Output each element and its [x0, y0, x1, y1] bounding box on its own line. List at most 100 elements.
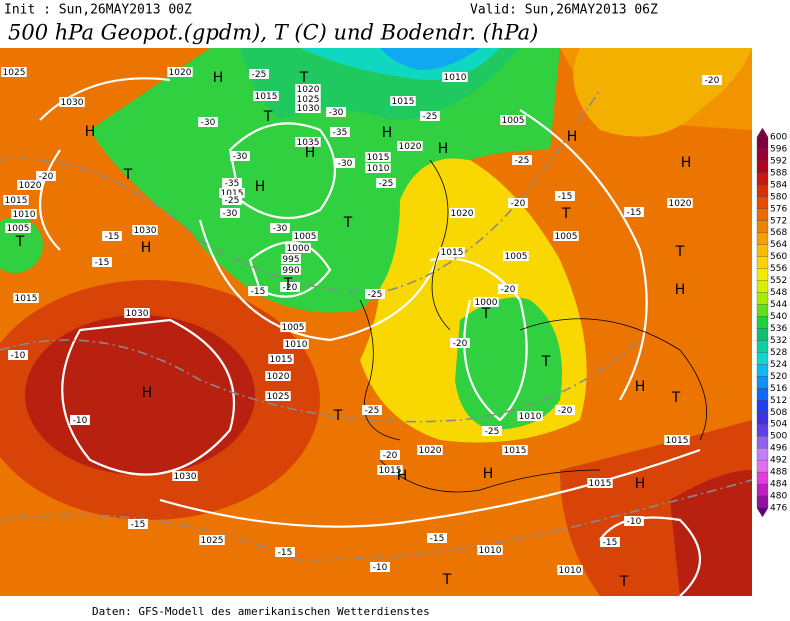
isobar-label: 1010	[519, 412, 542, 422]
pressure-system: T	[561, 206, 571, 222]
colorbar-swatch	[756, 136, 769, 150]
isobar-label-box	[13, 293, 39, 303]
isobar-label: 1025	[297, 95, 320, 105]
isobar-label-box	[253, 91, 279, 101]
isobar-label: 1015	[367, 153, 390, 163]
isobar-label-box	[3, 195, 29, 205]
colorbar-label: 500	[770, 432, 787, 442]
temperature-label: -10	[373, 563, 388, 573]
temperature-label-box	[102, 231, 122, 241]
colorbar-top-arrow	[756, 127, 769, 138]
temperature-label: -15	[430, 534, 445, 544]
pressure-system: T	[283, 276, 293, 292]
isobar-label: 1010	[285, 340, 308, 350]
isobar-label-box	[377, 465, 403, 475]
temperature-label: -15	[251, 287, 266, 297]
isobar-label: 1015	[589, 479, 612, 489]
temperature-label: -20	[501, 285, 516, 295]
colorbar-label: 492	[770, 456, 787, 466]
pressure-system: H	[85, 124, 96, 140]
colorbar-label: 564	[770, 240, 787, 250]
isobar-label: 1015	[379, 466, 402, 476]
pressure-system: H	[438, 141, 449, 157]
colorbar-label: 516	[770, 384, 787, 394]
colorbar-swatch	[756, 352, 769, 365]
isobar-label-box	[417, 445, 443, 455]
isobar-label: 1030	[126, 309, 149, 319]
pressure-system: T	[442, 572, 452, 588]
isobar-label: 1025	[267, 392, 290, 402]
isobar-label: 995	[282, 255, 299, 265]
temperature-label: -15	[627, 208, 642, 218]
isobar-label: 990	[282, 266, 299, 276]
pressure-system: H	[141, 240, 152, 256]
isobar-label: 1005	[555, 232, 578, 242]
colorbar-swatch	[756, 208, 769, 221]
pressure-system: T	[481, 306, 491, 322]
temperature-label-box	[508, 198, 528, 208]
colorbar-swatch	[756, 292, 769, 305]
isobar-label-box	[439, 247, 465, 257]
colorbar-swatch	[756, 436, 769, 449]
temperature-label: -15	[131, 520, 146, 530]
colorbar-label: 580	[770, 192, 787, 202]
temperature-label: -20	[383, 451, 398, 461]
temperature-label: -15	[95, 258, 110, 268]
isobar-label-box	[503, 251, 529, 261]
isobar-label-box	[473, 297, 499, 307]
temperature-label: -20	[283, 283, 298, 293]
isobar-label: 1015	[392, 97, 415, 107]
isobar-label-box	[199, 535, 225, 545]
colorbar-swatch	[756, 376, 769, 389]
isobar-label-box	[664, 435, 690, 445]
colorbar-label: 504	[770, 420, 787, 430]
colorbar-swatch	[756, 388, 769, 401]
pressure-system: H	[382, 125, 393, 141]
temperature-label-box	[248, 286, 268, 296]
temperature-label: -15	[105, 232, 120, 242]
colorbar-label: 552	[770, 276, 787, 286]
isobar-label-box	[265, 371, 291, 381]
colorbar-swatch	[756, 196, 769, 209]
isobar-label: 1015	[666, 436, 689, 446]
temperature-label-box	[380, 450, 400, 460]
isobar-label: 1005	[505, 252, 528, 262]
temperature-label: -20	[705, 76, 720, 86]
temperature-label-box	[624, 207, 644, 217]
isobar-label-box	[553, 231, 579, 241]
isobar-label: 1015	[221, 189, 244, 199]
temperature-label-box	[326, 107, 346, 117]
isobar-label-box	[283, 339, 309, 349]
isobar-label: 1020	[19, 181, 42, 191]
colorbar-swatch	[756, 495, 769, 509]
temperature-label-box	[249, 69, 269, 79]
isobar-label-box	[11, 209, 37, 219]
isobar-label: 1030	[297, 104, 320, 114]
isobar-label: 1005	[282, 323, 305, 333]
colorbar-swatch	[756, 448, 769, 461]
temperature-label-box	[198, 117, 218, 127]
colorbar-label: 600	[770, 133, 787, 143]
isobar-label: 1010	[479, 546, 502, 556]
isobar-label-box	[59, 97, 85, 107]
temperature-label-box	[555, 405, 575, 415]
colorbar-swatch	[756, 364, 769, 377]
colorbar-label: 576	[770, 204, 787, 214]
colorbar-label: 476	[770, 504, 787, 514]
temperature-label-box	[427, 533, 447, 543]
isobar-label-box	[295, 94, 321, 104]
colorbar-swatch	[756, 340, 769, 353]
temperature-label-box	[36, 171, 56, 181]
isobar-label-box	[172, 471, 198, 481]
temperature-label-box	[222, 195, 242, 205]
colorbar-swatch	[756, 328, 769, 341]
temperature-label-box	[365, 289, 385, 299]
colorbar-label: 560	[770, 252, 787, 262]
temperature-label-box	[482, 426, 502, 436]
isobar-label: 1000	[475, 298, 498, 308]
temperature-label: -25	[368, 290, 383, 300]
isobar-label-box	[557, 565, 583, 575]
temperature-label: -20	[511, 199, 526, 209]
colorbar-label: 596	[770, 144, 787, 154]
temperature-label-box	[702, 75, 722, 85]
